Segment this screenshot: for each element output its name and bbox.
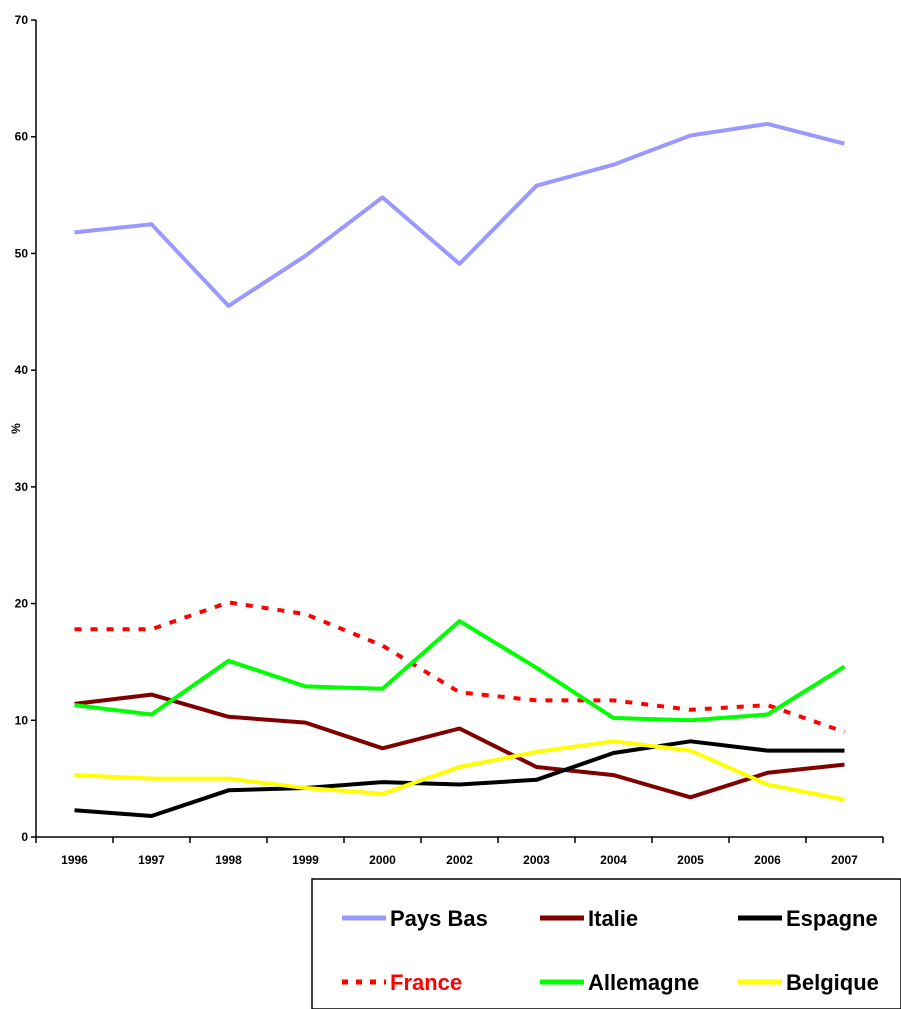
legend-label: Italie bbox=[588, 906, 638, 931]
x-tick-label: 2002 bbox=[446, 853, 473, 867]
y-tick-label: 70 bbox=[15, 13, 29, 27]
series-line-allemagne bbox=[74, 619, 846, 723]
legend: Pays Bas Italie Espagne France Allemagne Belg… bbox=[311, 878, 901, 1009]
series-line-italie bbox=[74, 692, 845, 800]
y-tick-label: 20 bbox=[15, 597, 29, 611]
y-tick-label: 10 bbox=[15, 713, 29, 727]
y-tick-label: 50 bbox=[15, 246, 29, 260]
series-layer bbox=[74, 121, 846, 818]
legend-label: Espagne bbox=[786, 906, 878, 931]
y-tick-label: 30 bbox=[15, 480, 29, 494]
x-tick-label: 2003 bbox=[523, 853, 550, 867]
series-line-france bbox=[74, 600, 846, 734]
series-line-espagne bbox=[74, 739, 845, 818]
legend-label: Allemagne bbox=[588, 970, 699, 995]
y-axis-title: % bbox=[9, 423, 23, 434]
series-line-pays-bas bbox=[74, 121, 845, 308]
legend-label: Belgique bbox=[786, 970, 879, 995]
x-tick-label: 2000 bbox=[369, 853, 396, 867]
legend-box bbox=[311, 878, 901, 1009]
legend-label: Pays Bas bbox=[390, 906, 488, 931]
axes: 0 10 20 30 40 50 60 70 1996 1997 1998 1999 2000 2002 2… bbox=[9, 13, 884, 867]
x-tick-label: 1996 bbox=[61, 853, 88, 867]
x-tick-label: 1998 bbox=[215, 853, 242, 867]
x-tick-label: 1997 bbox=[138, 853, 165, 867]
y-tick-label: 60 bbox=[15, 130, 29, 144]
y-tick-label: 40 bbox=[15, 363, 29, 377]
x-tick-label: 1999 bbox=[292, 853, 319, 867]
series-line-belgique bbox=[74, 739, 845, 802]
x-tick-label: 2007 bbox=[831, 853, 858, 867]
x-tick-label: 2005 bbox=[677, 853, 704, 867]
legend-label: France bbox=[390, 970, 462, 995]
x-tick-label: 2006 bbox=[754, 853, 781, 867]
y-tick-label: 0 bbox=[21, 830, 28, 844]
x-tick-label: 2004 bbox=[600, 853, 627, 867]
